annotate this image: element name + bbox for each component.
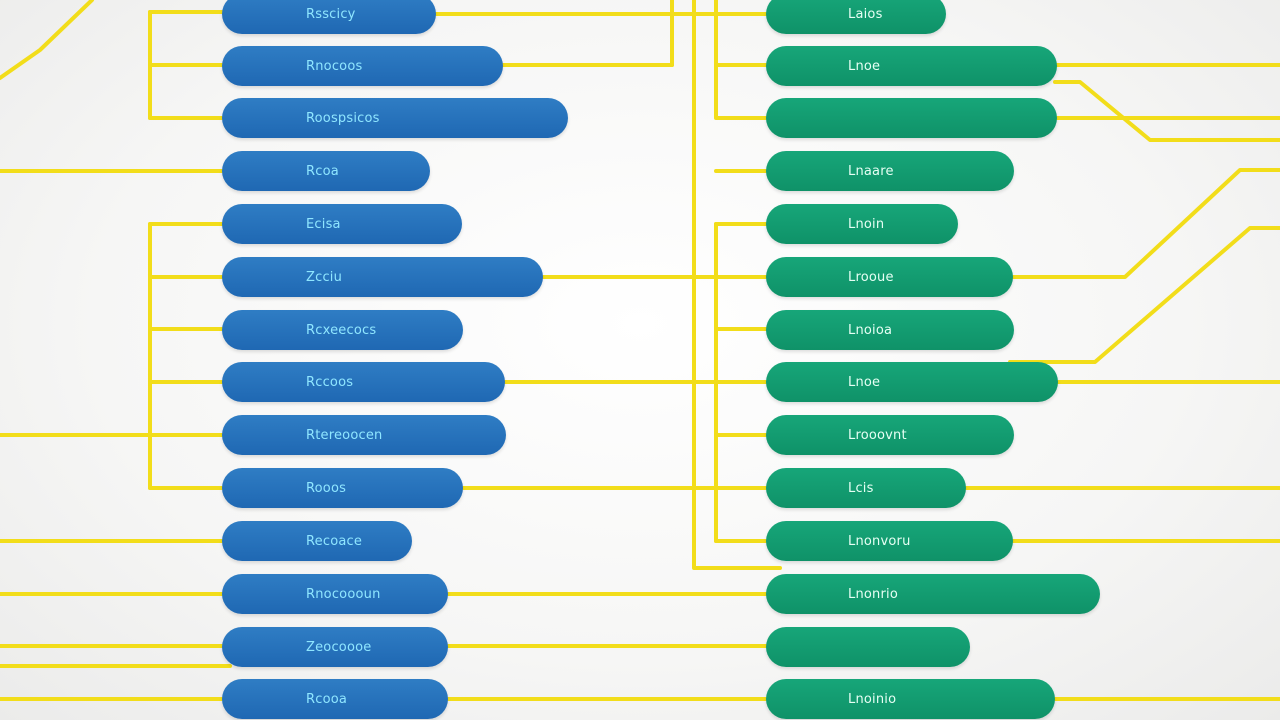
- node-label: Zcciu: [306, 269, 343, 285]
- node-left-10[interactable]: Rooos: [222, 468, 463, 508]
- node-label: Lrooovnt: [848, 427, 907, 443]
- node-left-8[interactable]: Rccoos: [222, 362, 505, 402]
- connector-line: [714, 0, 768, 120]
- node-left-13[interactable]: Zeocoooe: [222, 627, 448, 667]
- node-label: Lnoinio: [848, 691, 897, 707]
- node-label: Lcis: [848, 480, 874, 496]
- node-right-11[interactable]: Lnonvoru: [766, 521, 1013, 561]
- node-label: Roospsicos: [306, 110, 380, 126]
- node-right-7[interactable]: Lnoioa: [766, 310, 1014, 350]
- node-left-12[interactable]: Rnocoooun: [222, 574, 448, 614]
- node-label: Rnocoooun: [306, 586, 381, 602]
- node-left-6[interactable]: Zcciu: [222, 257, 543, 297]
- node-label: Lnonvoru: [848, 533, 911, 549]
- node-label: Lnoe: [848, 58, 881, 74]
- connector-line: [1053, 80, 1280, 142]
- node-label: Rcxeecocs: [306, 322, 377, 338]
- node-right-13[interactable]: [766, 627, 970, 667]
- node-right-1[interactable]: Laios: [766, 0, 946, 34]
- node-left-3[interactable]: Roospsicos: [222, 98, 568, 138]
- node-left-5[interactable]: Ecisa: [222, 204, 462, 244]
- node-label: Lnoe: [848, 374, 881, 390]
- node-label: Lnonrio: [848, 586, 898, 602]
- node-label: Rtereoocen: [306, 427, 383, 443]
- node-label: Lrooue: [848, 269, 894, 285]
- node-label: Rnocoos: [306, 58, 363, 74]
- node-right-3[interactable]: [766, 98, 1057, 138]
- connector-line: [1008, 168, 1280, 279]
- node-left-9[interactable]: Rtereoocen: [222, 415, 506, 455]
- node-left-7[interactable]: Rcxeecocs: [222, 310, 463, 350]
- node-right-6[interactable]: Lrooue: [766, 257, 1013, 297]
- node-left-1[interactable]: Rsscicy: [222, 0, 436, 34]
- node-label: Lnaare: [848, 163, 894, 179]
- node-label: Rcooa: [306, 691, 348, 707]
- node-right-9[interactable]: Lrooovnt: [766, 415, 1014, 455]
- node-right-14[interactable]: Lnoinio: [766, 679, 1055, 719]
- node-label: Rcoa: [306, 163, 339, 179]
- node-left-2[interactable]: Rnocoos: [222, 46, 503, 86]
- node-left-4[interactable]: Rcoa: [222, 151, 430, 191]
- node-label: Lnoioa: [848, 322, 893, 338]
- node-label: Ecisa: [306, 216, 341, 232]
- node-right-8[interactable]: Lnoe: [766, 362, 1058, 402]
- connector-line: [692, 0, 782, 570]
- node-right-5[interactable]: Lnoin: [766, 204, 958, 244]
- node-label: Rsscicy: [306, 6, 356, 22]
- node-right-12[interactable]: Lnonrio: [766, 574, 1100, 614]
- node-label: Zeocoooe: [306, 639, 372, 655]
- node-right-2[interactable]: Lnoe: [766, 46, 1057, 86]
- node-label: Laios: [848, 6, 883, 22]
- node-label: Lnoin: [848, 216, 885, 232]
- node-left-11[interactable]: Recoace: [222, 521, 412, 561]
- node-label: Rooos: [306, 480, 347, 496]
- node-right-10[interactable]: Lcis: [766, 468, 966, 508]
- node-left-14[interactable]: Rcooa: [222, 679, 448, 719]
- connector-line: [0, 0, 94, 80]
- connector-line: [1008, 226, 1280, 364]
- node-label: Rccoos: [306, 374, 354, 390]
- node-label: Recoace: [306, 533, 363, 549]
- node-right-4[interactable]: Lnaare: [766, 151, 1014, 191]
